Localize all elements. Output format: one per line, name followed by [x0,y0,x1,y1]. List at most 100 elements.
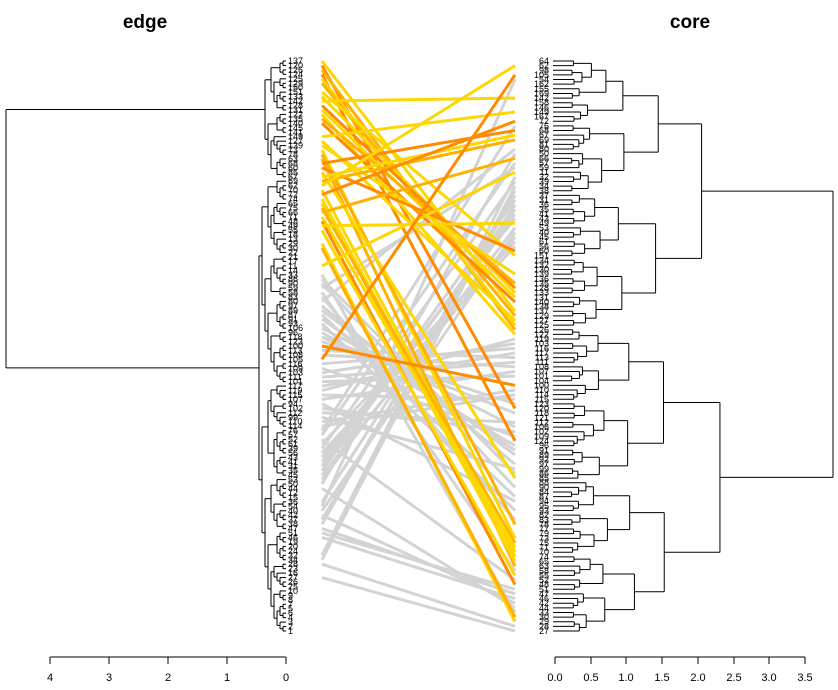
right-leaf-label: 108 [534,362,549,372]
right-leaf-label: 86 [539,468,549,478]
left-leaf-label: 4 [288,613,293,623]
left-leaf-label: 68 [288,158,298,168]
left-leaf-label: 97 [288,301,298,311]
connecting-line [320,171,517,479]
left-leaf-label: 105 [288,354,303,364]
left-leaf-label: 106 [288,323,303,333]
right-leaf-label: 133 [534,288,549,298]
right-leaf-label: 69 [539,135,549,145]
right-leaf-label: 129 [534,311,549,321]
left-leaf-label: 85 [288,167,298,177]
right-leaf-label: 45 [539,232,549,242]
right-leaf-label: 121 [534,413,549,423]
left-leaf-label: 90 [288,279,298,289]
right-leaf-label: 100 [534,380,549,390]
left-leaf-label: 36 [288,497,298,507]
right-leaf-label: 91 [539,445,549,455]
right-leaf-label: 96 [539,441,549,451]
left-leaf-label: 70 [288,185,298,195]
left-leaf-label: 40 [288,506,298,516]
right-leaf-label: 31 [539,195,549,205]
left-leaf-label: 24 [288,546,298,556]
right-leaf-label: 59 [539,163,549,173]
left-leaf-label: 6 [288,608,293,618]
connecting-line [321,576,516,633]
right-leaf-label: 61 [539,237,549,247]
left-leaf-label: 83 [288,292,298,302]
right-leaf-label: 116 [535,343,549,353]
left-leaf-label: 108 [288,350,303,360]
right-leaf-label: 83 [539,515,549,525]
left-leaf-label: 75 [288,203,298,213]
connecting-line [321,221,516,228]
left-leaf-label: 58 [288,288,298,298]
left-leaf-label: 151 [288,87,303,97]
right-leaf-label: 50 [539,149,549,159]
right-leaf-label: 68 [539,126,549,136]
left-leaf-label: 32 [288,550,298,560]
connecting-line [320,207,517,544]
right-tick-label: 3.5 [797,672,812,684]
right-leaf-label: 29 [539,617,549,627]
left-leaf-label: 145 [288,123,303,133]
left-leaf-label: 47 [288,524,298,534]
left-leaf-label: 110 [288,417,302,427]
right-leaf-label: 38 [539,186,549,196]
connecting-line [321,156,516,214]
right-leaf-label: 128 [534,283,549,293]
right-leaf-label: 94 [539,496,549,506]
right-leaf-label: 92 [539,455,549,465]
connecting-line [321,562,516,628]
left-tick-label: 3 [106,672,112,684]
right-leaf-label: 30 [539,612,549,622]
right-tick-label: 0.0 [547,672,562,684]
left-leaf-label: 35 [288,466,298,476]
left-leaf-label: 61 [288,439,298,449]
left-leaf-label: 113 [288,345,302,355]
right-leaf-label: 112 [535,417,549,427]
right-leaf-label: 36 [539,200,549,210]
connecting-line [321,536,516,600]
left-tick-label: 2 [165,672,171,684]
right-leaf-label: 107 [534,366,549,376]
right-leaf-label: 54 [539,75,549,85]
right-leaf-label: 95 [539,501,549,511]
left-leaf-label: 33 [288,270,298,280]
right-title: core [670,12,710,33]
right-leaf-label: 102 [534,427,549,437]
right-leaf-label: 167 [534,112,549,122]
left-leaf-label: 27 [288,573,298,583]
left-leaf-label: 16 [288,568,298,578]
left-leaf-label: 60 [288,163,298,173]
right-leaf-label: 76 [539,121,549,131]
right-leaf-label: 42 [539,598,549,608]
right-leaf-label: 142 [534,93,549,103]
right-leaf-label: 79 [539,529,549,539]
right-leaf-label: 155 [534,84,549,94]
left-leaf-label: 86 [288,274,298,284]
left-leaf-label: 80 [288,296,298,306]
right-tick-label: 2.5 [726,672,741,684]
left-leaf-label: 59 [288,283,298,293]
connecting-line [320,153,517,526]
left-leaf-label: 48 [288,216,298,226]
left-axis: 4 3 2 1 0 [47,656,289,684]
connecting-line [321,64,516,187]
right-leaf-label: 118 [535,408,549,418]
right-leaf-label: 98 [539,65,549,75]
right-leaf-label: 122 [534,329,549,339]
right-leaf-label: 104 [534,376,549,386]
right-leaf-label: 123 [534,399,549,409]
left-leaf-label: 124 [288,69,303,79]
left-leaf-label: 49 [288,221,298,231]
left-leaf-label: 118 [288,332,302,342]
right-leaf-label: 158 [534,98,549,108]
right-leaf-label: 115 [535,394,549,404]
connecting-line [320,78,517,507]
right-leaf-label: 82 [539,510,549,520]
left-leaf-label: 103 [288,368,303,378]
left-leaf-label: 5 [288,604,293,614]
left-leaf-label: 131 [288,105,303,115]
connecting-line [321,91,516,257]
connecting-line [321,138,516,183]
